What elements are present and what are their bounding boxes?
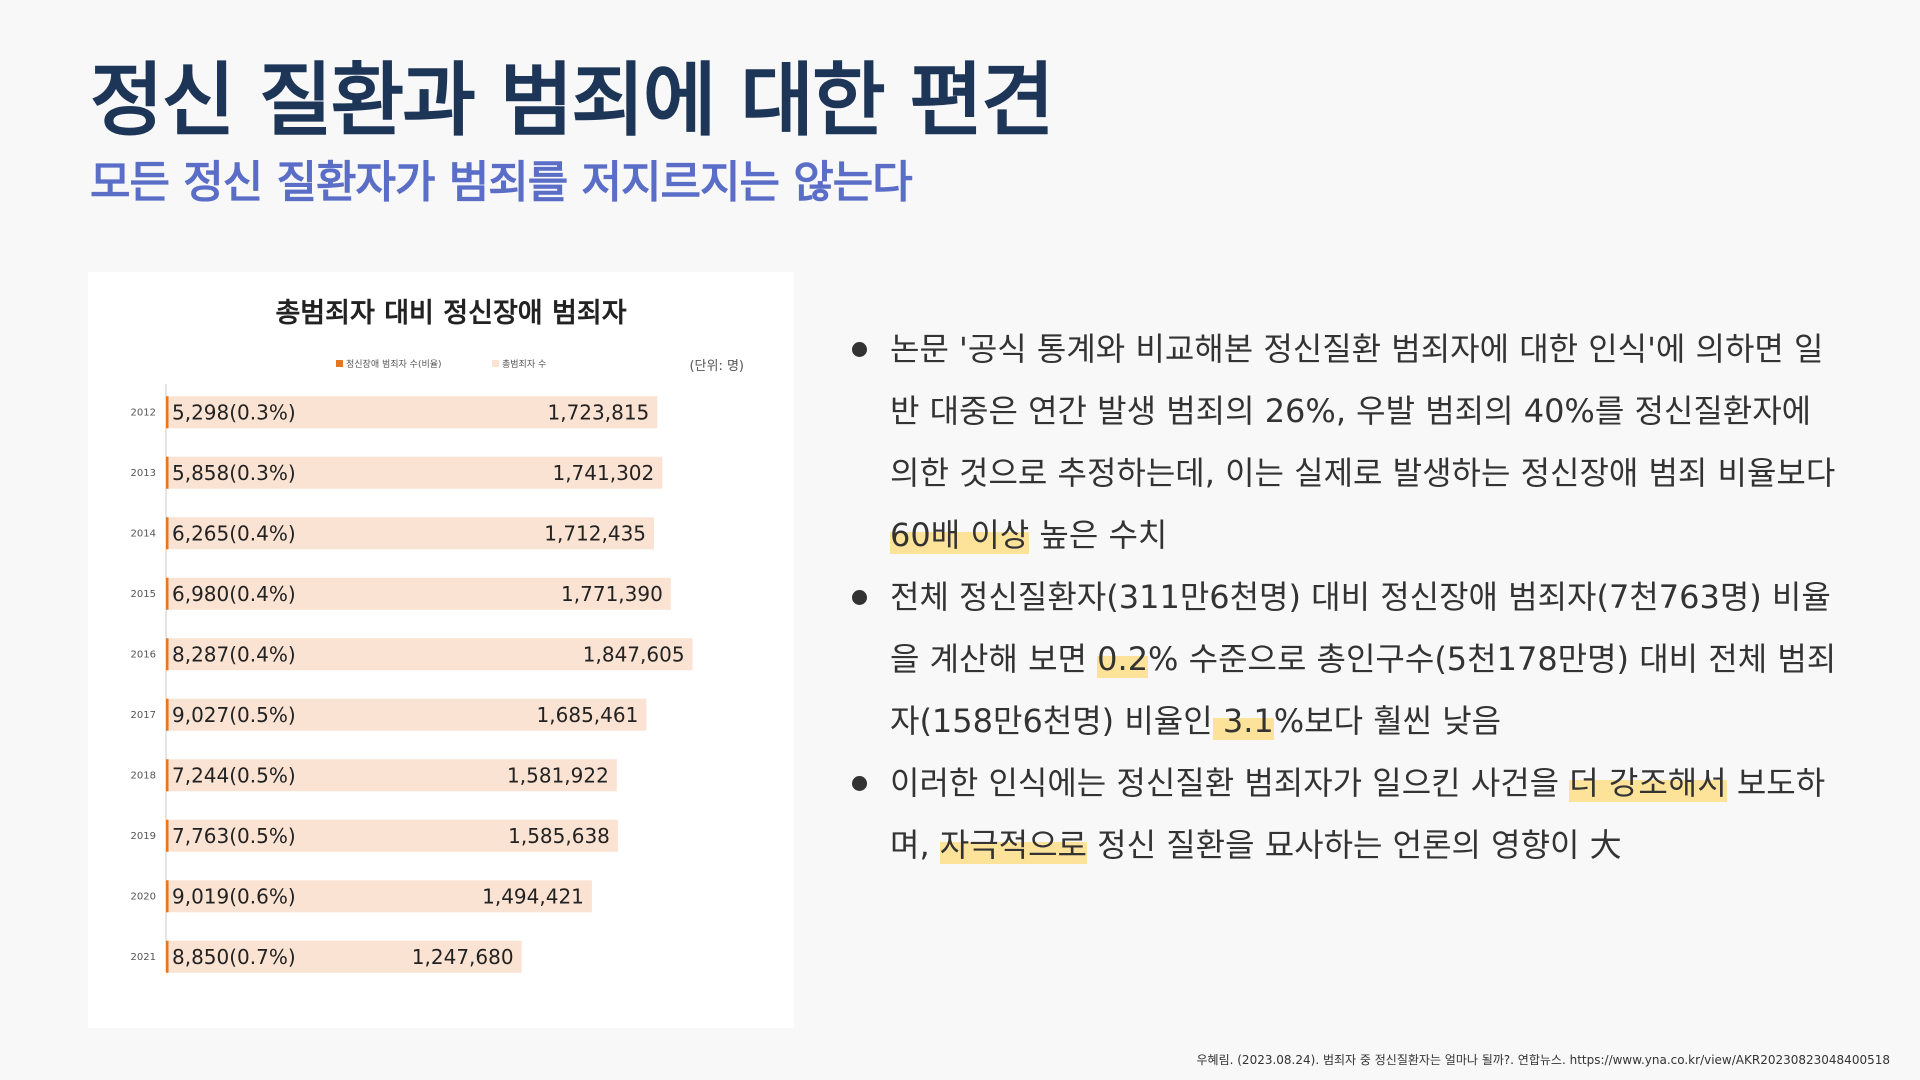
bullet-3-text-c: 정신 질환을 묘사하는 언론의 영향이 大 bbox=[1087, 826, 1622, 864]
citation-footnote: 우혜림. (2023.08.24). 범죄자 중 정신질환자는 얼마나 될까?.… bbox=[1196, 1053, 1891, 1067]
bullet-2-text-c: %보다 훨씬 낮음 bbox=[1273, 702, 1502, 740]
legend-label-mental: 정신장애 범죄자 수(비율) bbox=[346, 359, 442, 370]
total-value-label: 1,723,815 bbox=[547, 400, 649, 424]
year-tick-label: 2021 bbox=[131, 952, 156, 963]
total-value-label: 1,847,605 bbox=[583, 642, 685, 666]
total-value-label: 1,685,461 bbox=[537, 703, 639, 727]
bullet-2-text-a: 전체 정신질환자(311만6천명) 대비 정신장애 범죄자(7천763명) 비율… bbox=[890, 578, 1831, 678]
bullet-3-highlight-sensational: 자극적으로 bbox=[939, 826, 1087, 864]
year-tick-label: 2018 bbox=[131, 770, 156, 781]
mental-value-label: 8,850(0.7%) bbox=[172, 945, 296, 969]
bullet-list: 논문 '공식 통계와 비교해본 정신질환 범죄자에 대한 인식'에 의하면 일반… bbox=[848, 318, 1848, 876]
bar-mental bbox=[166, 880, 169, 913]
total-value-label: 1,741,302 bbox=[552, 461, 654, 485]
bar-mental bbox=[166, 698, 169, 731]
year-tick-label: 2020 bbox=[131, 891, 156, 902]
year-tick-label: 2015 bbox=[131, 589, 156, 600]
year-tick-label: 2019 bbox=[131, 831, 156, 842]
legend-swatch-total bbox=[492, 360, 499, 367]
bullet-2-text-b: % 수준으로 총인구수(5천178만명) 대비 전체 범죄자(158만6천명) … bbox=[890, 640, 1837, 740]
mental-value-label: 9,027(0.5%) bbox=[172, 703, 296, 727]
year-tick-label: 2016 bbox=[131, 649, 156, 660]
bar-total bbox=[166, 577, 671, 610]
bar-chart: 총범죄자 대비 정신장애 범죄자 정신장애 범죄자 수(비율) 총범죄자 수 (… bbox=[131, 298, 744, 973]
legend-label-total: 총범죄자 수 bbox=[502, 359, 546, 370]
slide-title: 정신 질환과 범죄에 대한 편견 bbox=[90, 54, 1055, 147]
total-value-label: 1,247,680 bbox=[412, 945, 514, 969]
bullet-1-text-b: 높은 수치 bbox=[1029, 516, 1168, 554]
mental-value-label: 6,265(0.4%) bbox=[172, 521, 296, 545]
bullet-3-text-a: 이러한 인식에는 정신질환 범죄자가 일으킨 사건을 bbox=[890, 764, 1570, 802]
bar-total bbox=[166, 940, 522, 973]
mental-value-label: 7,244(0.5%) bbox=[172, 763, 296, 787]
mental-value-label: 5,858(0.3%) bbox=[172, 461, 296, 485]
mental-value-label: 9,019(0.6%) bbox=[172, 884, 296, 908]
year-tick-label: 2013 bbox=[131, 468, 156, 479]
bullet-2-highlight-0-2: 0.2 bbox=[1097, 640, 1149, 678]
bar-total bbox=[166, 819, 618, 852]
bullet-item-2: 전체 정신질환자(311만6천명) 대비 정신장애 범죄자(7천763명) 비율… bbox=[848, 566, 1848, 752]
unit-note: (단위: 명) bbox=[689, 359, 744, 374]
year-tick-label: 2014 bbox=[131, 528, 156, 539]
bar-mental bbox=[166, 819, 169, 852]
total-value-label: 1,494,421 bbox=[482, 884, 584, 908]
bullet-3-highlight-emphasis: 더 강조해서 bbox=[1569, 764, 1727, 802]
mental-value-label: 7,763(0.5%) bbox=[172, 824, 296, 848]
bullet-2-highlight-3-1: 3.1 bbox=[1212, 702, 1274, 740]
bullet-3-text-b: 보도하며, bbox=[890, 764, 1826, 864]
bar-mental bbox=[166, 759, 169, 792]
bar-mental bbox=[166, 396, 169, 429]
bar-total bbox=[166, 517, 655, 550]
mental-value-label: 5,298(0.3%) bbox=[172, 400, 296, 424]
bullet-1-highlight-60x: 60배 이상 bbox=[890, 516, 1030, 554]
bar-total bbox=[166, 759, 617, 792]
bar-mental bbox=[166, 517, 169, 550]
total-value-label: 1,771,390 bbox=[561, 582, 663, 606]
chart-title: 총범죄자 대비 정신장애 범죄자 bbox=[275, 298, 626, 329]
bullet-1-text-a: 논문 '공식 통계와 비교해본 정신질환 범죄자에 대한 인식'에 의하면 일반… bbox=[890, 330, 1836, 492]
bar-mental bbox=[166, 577, 169, 610]
bar-total bbox=[166, 456, 663, 489]
slide-subtitle: 모든 정신 질환자가 범죄를 저지르지는 않는다 bbox=[90, 157, 913, 208]
bar-total bbox=[166, 698, 647, 731]
bar-total bbox=[166, 638, 693, 671]
bar-mental bbox=[166, 940, 169, 973]
bullet-item-3: 이러한 인식에는 정신질환 범죄자가 일으킨 사건을 더 강조해서 보도하며, … bbox=[848, 752, 1848, 876]
mental-value-label: 6,980(0.4%) bbox=[172, 582, 296, 606]
total-value-label: 1,581,922 bbox=[507, 763, 609, 787]
total-value-label: 1,585,638 bbox=[508, 824, 610, 848]
bullet-item-1: 논문 '공식 통계와 비교해본 정신질환 범죄자에 대한 인식'에 의하면 일반… bbox=[848, 318, 1848, 566]
year-tick-label: 2017 bbox=[131, 710, 156, 721]
bar-total bbox=[166, 880, 592, 913]
mental-value-label: 8,287(0.4%) bbox=[172, 642, 296, 666]
total-value-label: 1,712,435 bbox=[544, 521, 646, 545]
chart-panel: 총범죄자 대비 정신장애 범죄자 정신장애 범죄자 수(비율) 총범죄자 수 (… bbox=[88, 272, 794, 1028]
bar-mental bbox=[166, 456, 169, 489]
bars-layer: 2012 5,298(0.3%) 1,723,815 2013 5,858(0.3%) 1… bbox=[131, 396, 693, 973]
bar-total bbox=[166, 396, 658, 429]
bar-mental bbox=[166, 638, 169, 671]
legend-swatch-mental bbox=[336, 360, 343, 367]
year-tick-label: 2012 bbox=[131, 407, 156, 418]
